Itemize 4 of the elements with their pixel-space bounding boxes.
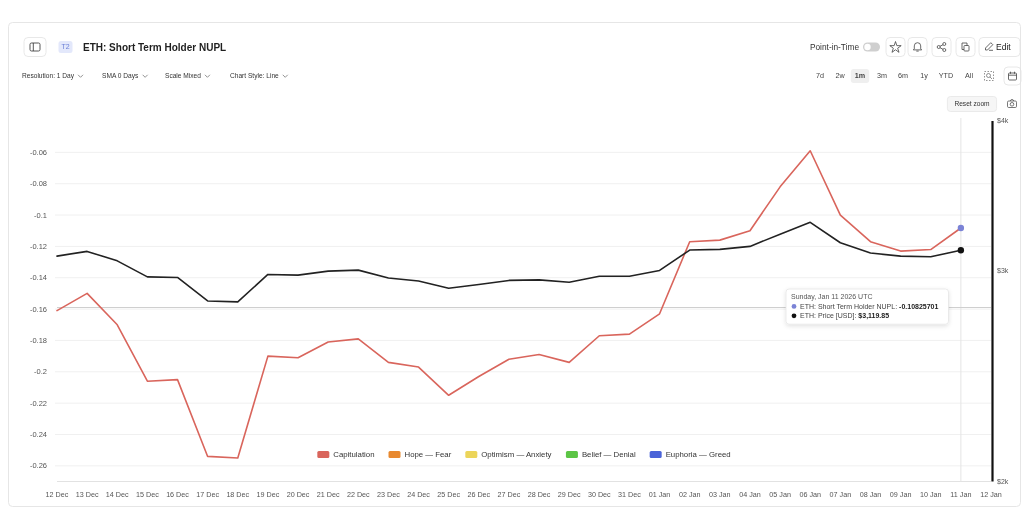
chart-title: ETH: Short Term Holder NUPL	[83, 41, 227, 53]
text: Edit	[996, 41, 1012, 52]
text: Point-in-Time	[809, 41, 860, 52]
line-series	[56, 149, 962, 459]
